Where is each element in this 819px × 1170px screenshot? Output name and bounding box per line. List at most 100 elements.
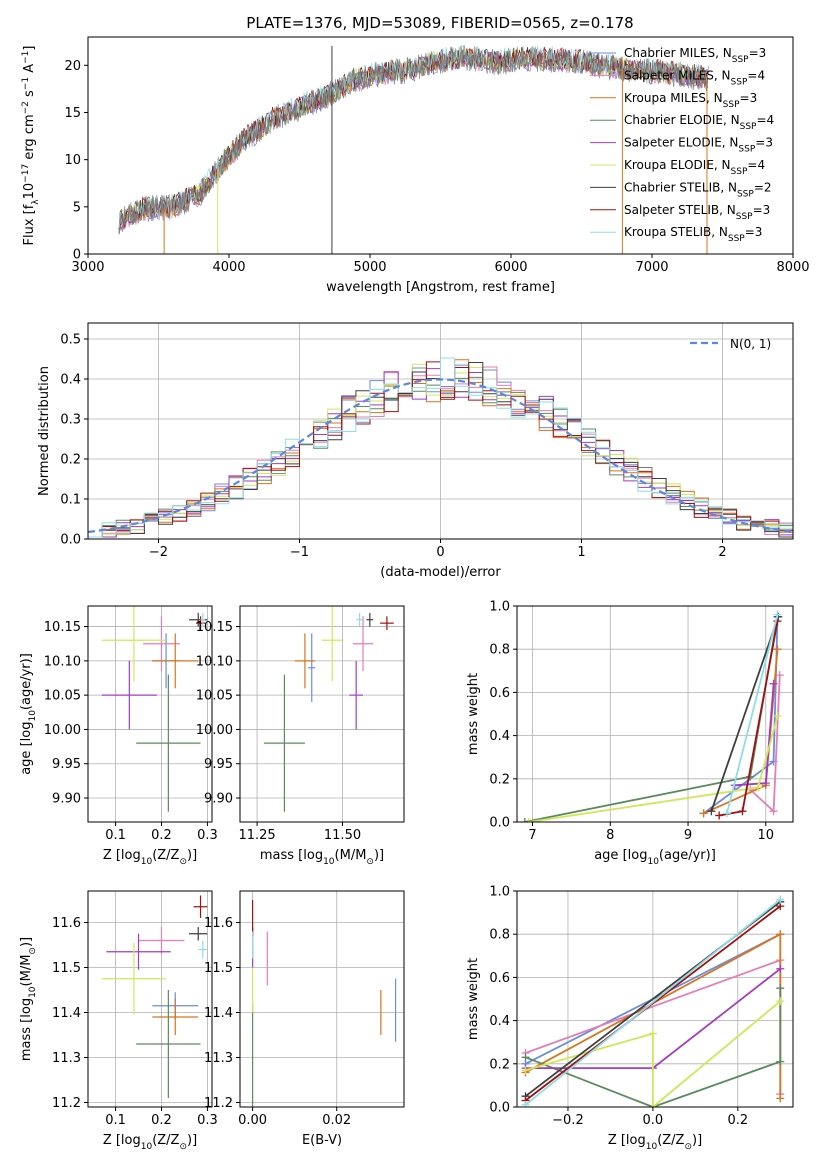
y-tick-label: 0.4 bbox=[489, 1014, 510, 1029]
y-tick-label: 9.90 bbox=[52, 792, 81, 807]
x-tick-label: −0.2 bbox=[552, 1113, 584, 1128]
errorbar-chabrier-miles bbox=[308, 633, 316, 702]
marker bbox=[521, 1053, 530, 1062]
marker bbox=[754, 783, 763, 792]
x-tick-label: −2 bbox=[149, 545, 168, 560]
plot-area bbox=[263, 606, 394, 812]
marker bbox=[520, 818, 529, 822]
y-tick-label: 0.2 bbox=[489, 772, 510, 787]
x-tick-label: 0.02 bbox=[322, 1113, 351, 1128]
y-axis-label: mass weight bbox=[466, 958, 481, 1040]
axes-frame bbox=[87, 605, 213, 823]
x-tick-label: 5000 bbox=[353, 260, 386, 275]
errorbar-kroupa-stelib bbox=[356, 612, 363, 627]
x-tick-label: 0.2 bbox=[151, 828, 172, 843]
y-tick-label: 15 bbox=[64, 106, 81, 121]
marker bbox=[769, 679, 778, 688]
errorbar-salpeter-elodie bbox=[106, 933, 171, 970]
x-axis-label: age [log10(age/yr)] bbox=[594, 848, 716, 867]
x-tick-label: 0.3 bbox=[197, 1113, 218, 1128]
x-tick-label: 7 bbox=[528, 828, 536, 843]
y-tick-label: 9.95 bbox=[204, 757, 233, 772]
plot-mass_weight_vs_Z: −0.2 0.0 0.2 0.0 0.2 0.4 0.6 0.8 1.0 Z [log10(Z/Z… bbox=[466, 885, 794, 1152]
errorbar-kroupa-elodie bbox=[322, 606, 343, 682]
errorbar-salpeter-miles bbox=[143, 616, 180, 672]
x-tick-label: −1 bbox=[290, 545, 309, 560]
axes-frame bbox=[239, 605, 405, 823]
y-tick-label: 9.95 bbox=[52, 757, 81, 772]
errorbar-salpeter-elodie bbox=[101, 660, 157, 730]
legend-label: N(0, 1) bbox=[730, 337, 771, 351]
axes-frame bbox=[516, 890, 794, 1108]
x-tick-label: 0.2 bbox=[151, 1113, 172, 1128]
marker bbox=[776, 1094, 785, 1103]
plot-mass_vs_EBV: 0.00 0.02 11.2 11.3 11.4 11.5 11.6 E(B-V) bbox=[204, 890, 405, 1148]
plot-area bbox=[101, 606, 208, 812]
y-tick-label: 10.05 bbox=[44, 689, 81, 704]
errorbar-kroupa-miles bbox=[152, 999, 199, 1035]
x-tick-label: 0.2 bbox=[727, 1113, 748, 1128]
plot-mass_weight_vs_age: 7 8 9 10 0.0 0.2 0.4 0.6 0.8 1.0 age [log10(age/yr… bbox=[466, 600, 794, 867]
errorbar-kroupa-stelib bbox=[200, 612, 206, 627]
marker bbox=[699, 809, 708, 818]
x-tick-label: 6000 bbox=[494, 260, 527, 275]
y-tick-label: 9.90 bbox=[204, 792, 233, 807]
x-tick-label: 11.25 bbox=[238, 828, 275, 843]
y-tick-label: 0.8 bbox=[489, 928, 510, 943]
x-tick-label: 7000 bbox=[635, 260, 668, 275]
y-tick-label: 10.00 bbox=[44, 723, 81, 738]
series-kroupa-stelib bbox=[722, 610, 782, 818]
x-tick-label: 0.0 bbox=[643, 1113, 664, 1128]
y-tick-label: 0.3 bbox=[60, 413, 81, 428]
x-tick-label: 8000 bbox=[776, 260, 809, 275]
x-axis-label: (data-model)/error bbox=[380, 565, 501, 580]
series-kroupa-elodie bbox=[524, 712, 782, 822]
errorbar-salpeter-elodie bbox=[349, 660, 363, 730]
y-tick-label: 10.15 bbox=[44, 620, 81, 635]
errorbar-salpeter-stelib bbox=[380, 616, 394, 630]
marker bbox=[776, 930, 785, 939]
axes-frame bbox=[516, 605, 794, 823]
legend-label: Kroupa ELODIE, NSSP=4 bbox=[624, 158, 765, 177]
figure-title: PLATE=1376, MJD=53089, FIBERID=0565, z=0… bbox=[246, 14, 633, 32]
plot-spectrum: 3000 4000 5000 6000 7000 8000 0 5 10 15 20 waveleng… bbox=[21, 36, 810, 295]
x-tick-label: 9 bbox=[684, 828, 692, 843]
y-axis-label: Flux [fλ10−17 erg cm−2 s−1 A−1] bbox=[21, 46, 41, 246]
y-tick-label: 0.4 bbox=[60, 373, 81, 388]
histogram-step-kroupa-stelib bbox=[88, 357, 793, 538]
errorbar-kroupa-elodie bbox=[101, 606, 167, 682]
legend-label: Chabrier STELIB, NSSP=2 bbox=[624, 180, 772, 199]
y-tick-label: 0.5 bbox=[60, 333, 81, 348]
errorbar-chabrier-elodie bbox=[263, 674, 305, 812]
y-tick-label: 0.4 bbox=[489, 729, 510, 744]
y-tick-label: 5 bbox=[73, 200, 81, 215]
marker bbox=[715, 811, 724, 820]
errorbar-chabrier-stelib bbox=[366, 612, 374, 627]
legend-label: Kroupa MILES, NSSP=3 bbox=[624, 91, 757, 110]
plot-age_vs_Z: 0.1 0.2 0.3 9.90 9.95 10.00 10.05 10.10 10.15 Z [… bbox=[19, 605, 218, 867]
y-tick-label: 10.10 bbox=[44, 654, 81, 669]
x-tick-label: 4000 bbox=[212, 260, 245, 275]
y-tick-label: 0.0 bbox=[60, 533, 81, 548]
x-tick-label: 0.1 bbox=[105, 828, 126, 843]
y-tick-label: 0.2 bbox=[60, 453, 81, 468]
spectrum-line-kroupa-stelib bbox=[118, 44, 709, 229]
x-axis-label: E(B-V) bbox=[302, 1133, 342, 1148]
legend-label: Kroupa STELIB, NSSP=3 bbox=[624, 225, 762, 244]
marker bbox=[776, 1057, 785, 1066]
plot-area bbox=[88, 357, 793, 538]
errorbar-kroupa-miles bbox=[152, 633, 199, 689]
legend-label: Salpeter STELIB, NSSP=3 bbox=[624, 203, 770, 222]
spectrum-line-salpeter-stelib bbox=[118, 46, 709, 230]
x-axis-label: mass [log10(M/M⊙)] bbox=[260, 848, 384, 867]
errorbar-kroupa-miles bbox=[294, 633, 316, 689]
plot-residuals: −2 −1 0 1 2 0.0 0.1 0.2 0.3 0.4 0.5 N(0, 1) (data-mo… bbox=[37, 322, 794, 580]
x-tick-label: 8 bbox=[606, 828, 614, 843]
marker bbox=[773, 610, 782, 619]
errorbar-chabrier-elodie bbox=[136, 990, 201, 1098]
axes-frame bbox=[87, 36, 794, 255]
plot-area bbox=[520, 610, 784, 822]
y-tick-label: 0.0 bbox=[489, 1101, 510, 1116]
normal-curve bbox=[88, 378, 793, 534]
